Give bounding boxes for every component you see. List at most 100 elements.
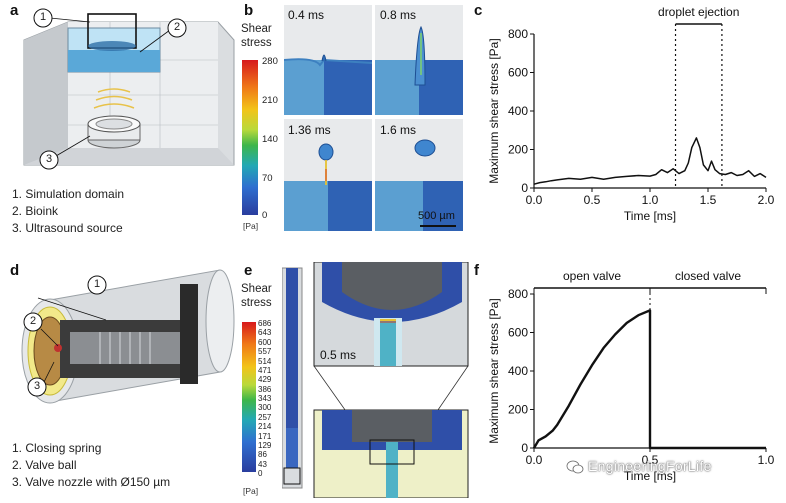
colorbar-b-tick-210: 210 [262, 95, 278, 106]
panel-d-illustration [21, 269, 235, 404]
colorbar-b-tick-70: 70 [262, 173, 273, 184]
callout-a-3: 3 [45, 153, 53, 165]
f-ylabel: Maximum shear stress [Pa] [487, 298, 501, 443]
legend-a-item-2: 2. Bioink [12, 204, 59, 218]
tile-time-0-8: 0.8 ms [380, 8, 417, 22]
colorbar-e-tick-0: 0 [258, 469, 263, 478]
tile-time-1-36: 1.36 ms [288, 123, 331, 137]
c-xtick-label: 1.5 [700, 193, 717, 207]
watermark-text: EngineeringForLife [588, 458, 712, 474]
colorbar-e-title-1: Shear [241, 283, 272, 295]
colorbar-e-tick-171: 171 [258, 431, 272, 441]
panel-d-letter: d [10, 262, 20, 279]
sim-tile-0-4ms-render [284, 5, 372, 115]
colorbar-e-title: Shear stress [241, 282, 272, 310]
callout-d-2: 2 [29, 315, 37, 327]
colorbar-e-unit: [Pa] [243, 486, 259, 496]
f-xtick-label: 0.5 [642, 453, 659, 467]
f-ytick-label: 600 [508, 326, 528, 340]
scale-bar-label: 500 µm [418, 210, 455, 222]
c-xtick-label: 0.5 [584, 193, 601, 207]
f-ytick-label: 200 [508, 403, 528, 417]
c-annotation-label: droplet ejection [658, 5, 739, 19]
watermark-icon [566, 460, 584, 474]
sim-tile-0-8ms [375, 5, 463, 115]
chart-f: 0 200 400 600 800 0.0 0.5 1.0 Time [ms] Maximum s… [487, 269, 775, 483]
sim-tile-1-36ms-render [284, 119, 372, 231]
colorbar-e-title-2: stress [241, 297, 272, 309]
inset-time-e: 0.5 ms [320, 348, 357, 362]
colorbar-b-title: Shear stress [241, 22, 272, 50]
sim-tile-0-4ms [284, 5, 372, 115]
colorbar-e-tick-514: 514 [258, 356, 272, 366]
colorbar-b-tick-0: 0 [262, 210, 268, 221]
c-ytick-label: 600 [508, 66, 528, 80]
f-region-label-1: closed valve [675, 269, 741, 283]
f-xtick-label: 1.0 [758, 453, 775, 467]
legend-a-item-1: 1. Simulation domain [12, 187, 125, 201]
sim-tile-1-6ms-render [375, 119, 463, 231]
legend-d-item-1: 1. Closing spring [12, 441, 102, 455]
colorbar-e-tick-471: 471 [258, 365, 272, 375]
c-ytick-label: 400 [508, 104, 528, 118]
f-ytick-label: 800 [508, 287, 528, 301]
legend-d-item-3: 3. Valve nozzle with Ø150 µm [12, 475, 171, 489]
colorbar-e-tick-686: 686 [258, 319, 272, 328]
scale-bar-line [420, 225, 456, 227]
panel-f-letter: f [474, 262, 479, 279]
colorbar-e-tick-343: 343 [258, 394, 272, 403]
colorbar-e-tick-86: 86 [258, 450, 267, 460]
colorbar-e-tick-214: 214 [258, 422, 272, 432]
c-ytick-label: 0 [521, 181, 528, 195]
colorbar-e-tick-429: 429 [258, 375, 272, 385]
callout-d-1: 1 [93, 278, 101, 290]
colorbar-b-title-1: Shear [241, 23, 272, 35]
panel-d-legend: 1. Closing spring 2. Valve ball 3. Valve… [12, 440, 170, 491]
callout-a-2: 2 [173, 21, 181, 33]
c-series-line [533, 137, 767, 185]
sim-tile-1-6ms [375, 119, 463, 231]
chart-c: 0 200 400 600 800 0.0 0.5 1.0 1.5 2.0 Time [ms] Max… [487, 5, 775, 223]
colorbar-e-tick-43: 43 [258, 459, 267, 469]
f-series-line [532, 309, 766, 450]
panel-a-illustration [23, 8, 235, 170]
sim-tile-1-36ms [284, 119, 372, 231]
colorbar-e-tick-257: 257 [258, 412, 272, 422]
f-ytick-label: 0 [521, 441, 528, 455]
panel-a-legend: 1. Simulation domain 2. Bioink 3. Ultras… [12, 186, 124, 237]
c-xlabel: Time [ms] [624, 209, 676, 223]
c-ytick-label: 200 [508, 143, 528, 157]
f-xtick-label: 0.0 [526, 453, 543, 467]
tile-time-0-4: 0.4 ms [288, 8, 325, 22]
colorbar-b [242, 60, 258, 215]
colorbar-b-unit: [Pa] [243, 221, 259, 231]
f-xlabel: Time [ms] [624, 469, 676, 483]
callout-a-1: 1 [39, 11, 47, 23]
colorbar-b-title-2: stress [241, 37, 272, 49]
panel-e-simulation [282, 262, 469, 498]
colorbar-e [242, 322, 256, 472]
c-xtick-label: 2.0 [758, 193, 775, 207]
f-ytick-label: 400 [508, 364, 528, 378]
sim-tile-0-8ms-render [375, 5, 463, 115]
colorbar-e-tick-600: 600 [258, 337, 272, 347]
colorbar-e-tick-557: 557 [258, 347, 272, 357]
tile-time-1-6: 1.6 ms [380, 123, 417, 137]
c-ylabel: Maximum shear stress [Pa] [487, 38, 501, 183]
colorbar-e-tick-386: 386 [258, 384, 272, 394]
colorbar-e-tick-300: 300 [258, 403, 272, 413]
legend-a-item-3: 3. Ultrasound source [12, 221, 123, 235]
panel-b-letter: b [244, 2, 254, 19]
panel-e-letter: e [244, 262, 253, 279]
colorbar-b-tick-140: 140 [262, 134, 278, 145]
legend-d-item-2: 2. Valve ball [12, 458, 77, 472]
colorbar-e-tick-643: 643 [258, 328, 272, 338]
colorbar-b-tick-280: 280 [262, 56, 278, 67]
c-xtick-label: 1.0 [642, 193, 659, 207]
c-xtick-label: 0.0 [526, 193, 543, 207]
callout-d-3: 3 [33, 380, 41, 392]
c-ytick-label: 800 [508, 27, 528, 41]
panel-c-letter: c [474, 2, 483, 19]
colorbar-e-tick-129: 129 [258, 440, 272, 450]
panel-a-letter: a [10, 2, 19, 19]
